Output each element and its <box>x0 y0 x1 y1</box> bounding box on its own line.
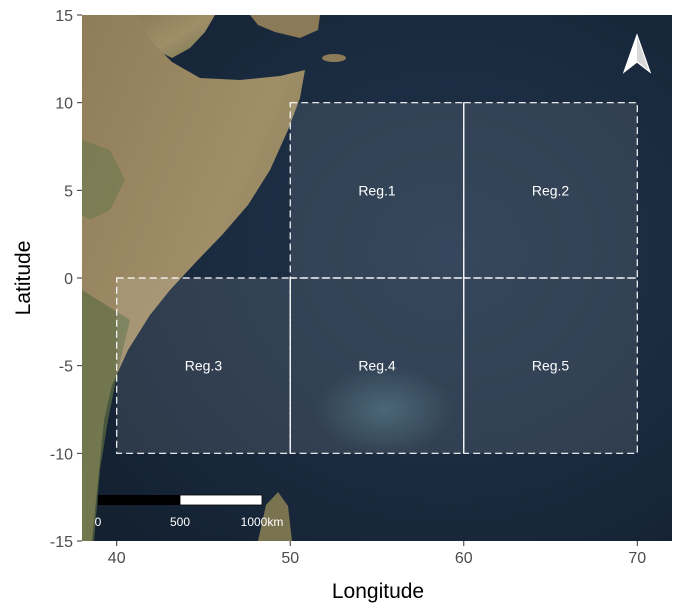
y-tick-label: -10 <box>50 446 73 463</box>
y-tick-label: -15 <box>50 534 73 551</box>
africa-highlands <box>82 140 125 220</box>
region-label-5: Reg.5 <box>532 358 570 374</box>
scale-label-0: 0 <box>95 515 102 529</box>
scale-label-1000km: 1000km <box>241 515 284 529</box>
x-axis: 40 50 60 70 <box>108 541 646 567</box>
y-tick-label: 0 <box>64 271 73 288</box>
scale-label-500: 500 <box>170 515 190 529</box>
region-box-5 <box>463 277 638 454</box>
seamount-shallows <box>315 365 455 455</box>
regions-layer: Reg.1 Reg.2 Reg.3 Reg.4 Reg.5 <box>116 102 638 454</box>
x-tick-label: 50 <box>281 550 299 567</box>
madagascar-landmass <box>258 492 292 541</box>
x-tick-label: 60 <box>455 550 473 567</box>
region-label-2: Reg.2 <box>532 182 570 198</box>
y-tick-label: 10 <box>55 96 73 113</box>
region-label-3: Reg.3 <box>185 358 223 374</box>
scale-bar: 0 500 1000km <box>95 494 284 529</box>
africa-landmass <box>82 15 305 541</box>
scale-bar-black-segment <box>98 495 180 505</box>
x-tick-label: 40 <box>108 550 126 567</box>
y-tick-label: 15 <box>55 8 73 25</box>
y-tick-label: -5 <box>59 359 73 376</box>
x-tick-label: 70 <box>628 550 646 567</box>
y-axis-title: Latitude <box>12 241 35 316</box>
scale-bar-white-segment <box>179 494 263 506</box>
x-axis-title: Longitude <box>332 580 424 603</box>
region-box-3 <box>116 277 291 454</box>
region-box-2 <box>463 102 638 279</box>
region-box-1 <box>289 102 465 279</box>
y-axis: 15 10 5 0 -5 -10 -15 <box>50 8 82 551</box>
arabian-coast-east <box>250 15 320 38</box>
north-arrow-icon <box>622 33 652 74</box>
region-box-4 <box>289 277 465 454</box>
region-label-4: Reg.4 <box>358 358 396 374</box>
africa-vegetation <box>82 290 130 541</box>
arabian-landmass <box>140 15 215 58</box>
socotra-island <box>322 54 346 62</box>
region-label-1: Reg.1 <box>358 182 396 198</box>
y-tick-label: 5 <box>64 183 73 200</box>
